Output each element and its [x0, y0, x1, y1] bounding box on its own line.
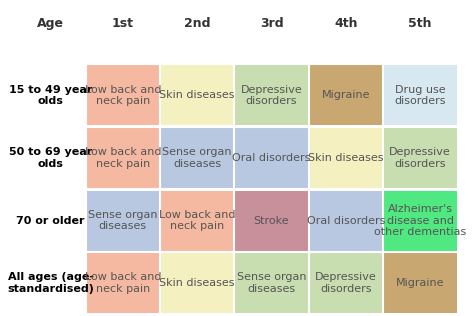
Text: 3rd: 3rd [260, 17, 283, 30]
FancyBboxPatch shape [235, 191, 308, 251]
Text: 2nd: 2nd [184, 17, 210, 30]
FancyBboxPatch shape [384, 253, 456, 313]
FancyBboxPatch shape [86, 128, 159, 188]
FancyBboxPatch shape [384, 191, 456, 251]
Text: Low back and
neck pain: Low back and neck pain [84, 85, 161, 106]
Text: 70 or older: 70 or older [17, 216, 85, 226]
FancyBboxPatch shape [161, 253, 234, 313]
FancyBboxPatch shape [235, 65, 308, 125]
Text: Depressive
disorders: Depressive disorders [389, 147, 451, 169]
FancyBboxPatch shape [86, 191, 159, 251]
Text: Sense organ
diseases: Sense organ diseases [88, 210, 157, 231]
Text: Skin diseases: Skin diseases [159, 278, 235, 288]
FancyBboxPatch shape [310, 191, 383, 251]
Text: Skin diseases: Skin diseases [308, 153, 383, 163]
Text: Low back and
neck pain: Low back and neck pain [84, 272, 161, 294]
Text: Low back and
neck pain: Low back and neck pain [159, 210, 236, 231]
FancyBboxPatch shape [310, 128, 383, 188]
FancyBboxPatch shape [384, 65, 456, 125]
Text: 50 to 69 year
olds: 50 to 69 year olds [9, 147, 92, 169]
FancyBboxPatch shape [235, 253, 308, 313]
FancyBboxPatch shape [161, 191, 234, 251]
Text: Sense organ
diseases: Sense organ diseases [163, 147, 232, 169]
Text: Skin diseases: Skin diseases [159, 90, 235, 100]
Text: Alzheimer's
disease and
other dementias: Alzheimer's disease and other dementias [374, 204, 466, 237]
FancyBboxPatch shape [86, 253, 159, 313]
Text: Migraine: Migraine [322, 90, 370, 100]
Text: Low back and
neck pain: Low back and neck pain [84, 147, 161, 169]
Text: All ages (age-
standardised): All ages (age- standardised) [7, 272, 94, 294]
Text: 1st: 1st [112, 17, 134, 30]
FancyBboxPatch shape [384, 128, 456, 188]
Text: Stroke: Stroke [254, 216, 289, 226]
FancyBboxPatch shape [310, 253, 383, 313]
FancyBboxPatch shape [310, 65, 383, 125]
Text: Age: Age [37, 17, 64, 30]
Text: Migraine: Migraine [396, 278, 445, 288]
Text: Depressive
disorders: Depressive disorders [315, 272, 377, 294]
FancyBboxPatch shape [235, 128, 308, 188]
Text: Sense organ
diseases: Sense organ diseases [237, 272, 306, 294]
Text: Oral disorders: Oral disorders [232, 153, 311, 163]
Text: Depressive
disorders: Depressive disorders [241, 85, 302, 106]
FancyBboxPatch shape [86, 65, 159, 125]
Text: 4th: 4th [334, 17, 358, 30]
Text: 15 to 49 year
olds: 15 to 49 year olds [9, 85, 92, 106]
Text: Drug use
disorders: Drug use disorders [394, 85, 446, 106]
Text: 5th: 5th [409, 17, 432, 30]
Text: Oral disorders: Oral disorders [307, 216, 385, 226]
FancyBboxPatch shape [161, 128, 234, 188]
FancyBboxPatch shape [161, 65, 234, 125]
